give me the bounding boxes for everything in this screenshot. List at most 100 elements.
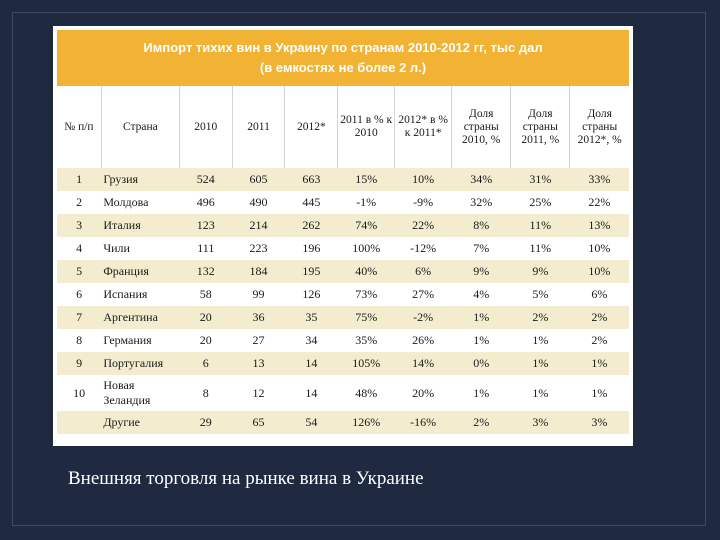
table-cell: 262 (284, 214, 338, 237)
table-cell: 4% (451, 283, 511, 306)
table-cell: 33% (569, 168, 629, 191)
table-cell: 6 (179, 352, 233, 375)
table-cell: 4 (57, 237, 102, 260)
table-cell: 8 (179, 375, 233, 411)
table-cell: 1% (451, 329, 511, 352)
table-cell: 27 (232, 329, 285, 352)
column-header: 2010 (179, 86, 233, 168)
column-header: 2011 (232, 86, 286, 168)
table-cell: 3 (57, 214, 102, 237)
table-cell: 9% (451, 260, 511, 283)
table-cell: 2% (451, 411, 511, 434)
table-cell: 126% (337, 411, 395, 434)
table-cell: 15% (337, 168, 395, 191)
table-cell: 2% (510, 306, 570, 329)
table-cell: 10% (569, 260, 629, 283)
table-cell: 2% (569, 329, 629, 352)
table-cell: 1 (57, 168, 102, 191)
country-cell: Другие (101, 411, 180, 434)
table-cell: 223 (232, 237, 285, 260)
table-cell: 10 (57, 375, 102, 411)
table-cell: 663 (284, 168, 338, 191)
table-cell: 9 (57, 352, 102, 375)
table-cell: 184 (232, 260, 285, 283)
table-cell: 490 (232, 191, 285, 214)
country-cell: Аргентина (101, 306, 180, 329)
table-cell: -9% (394, 191, 452, 214)
table-cell: 0% (451, 352, 511, 375)
table-cell: 100% (337, 237, 395, 260)
table-cell: 1% (569, 352, 629, 375)
table-header-row: № п/п Страна 2010 2011 2012* 2011 в % к 2010 2… (57, 86, 629, 168)
table-cell: 5% (510, 283, 570, 306)
table-cell: 524 (179, 168, 233, 191)
table-row: 3 Италия 123 214 262 74% 22% 8% 11% 13% (57, 214, 629, 237)
country-cell: Испания (101, 283, 180, 306)
table-cell: 196 (284, 237, 338, 260)
country-cell: Грузия (101, 168, 180, 191)
table-cell: 58 (179, 283, 233, 306)
table-cell: 1% (569, 375, 629, 411)
table-cell: 1% (451, 306, 511, 329)
column-header: Доля страны 2012*, % (577, 107, 622, 146)
table-cell: 65 (232, 411, 285, 434)
table-cell: 1% (510, 375, 570, 411)
table-cell: 6 (57, 283, 102, 306)
table-row: 5 Франция 132 184 195 40% 6% 9% 9% 10% (57, 260, 629, 283)
table-title-line2: (в емкостях не более 2 л.) (259, 60, 427, 75)
table-cell: 73% (337, 283, 395, 306)
table-cell: 75% (337, 306, 395, 329)
column-header: Доля страны 2011, % (510, 86, 571, 168)
table-cell: 1% (510, 329, 570, 352)
table-cell: 34 (284, 329, 338, 352)
table-cell: 605 (232, 168, 285, 191)
table-cell: 32% (451, 191, 511, 214)
slide-caption: Внешняя торговля на рынке вина в Украине (68, 468, 424, 489)
table-cell: 11% (510, 214, 570, 237)
country-cell: Чили (101, 237, 180, 260)
country-cell: Франция (101, 260, 180, 283)
table-cell: 40% (337, 260, 395, 283)
table-cell: 99 (232, 283, 285, 306)
table-cell: 20 (179, 329, 233, 352)
table-cell: 26% (394, 329, 452, 352)
table-cell: 11% (510, 237, 570, 260)
table-cell: 123 (179, 214, 233, 237)
table-cell: -16% (394, 411, 452, 434)
table-cell: 14% (394, 352, 452, 375)
table-cell: 14 (284, 375, 338, 411)
table-body: 1 Грузия 524 605 663 15% 10% 34% 31% 33% 2 Молдова 4… (57, 168, 629, 434)
table-title-line1: Импорт тихих вин в Украину по странам 20… (143, 40, 543, 55)
table-cell: 8 (57, 329, 102, 352)
table-cell (57, 411, 102, 434)
country-cell: Новая Зеландия (101, 375, 180, 411)
table-cell: 54 (284, 411, 338, 434)
table-cell: 12 (232, 375, 285, 411)
table-cell: 195 (284, 260, 338, 283)
table-cell: 214 (232, 214, 285, 237)
table-row: 2 Молдова 496 490 445 -1% -9% 32% 25% 22% (57, 191, 629, 214)
table-row: Другие 29 65 54 126% -16% 2% 3% 3% (57, 411, 629, 434)
import-table: № п/п Страна 2010 2011 2012* 2011 в % к 2010 2… (57, 86, 629, 434)
table-cell: 14 (284, 352, 338, 375)
table-cell: 10% (569, 237, 629, 260)
column-header: № п/п (57, 86, 102, 168)
table-cell: 13 (232, 352, 285, 375)
column-header: 2011 в % к 2010 (337, 86, 396, 168)
table-cell: 105% (337, 352, 395, 375)
table-cell: 22% (569, 191, 629, 214)
table-cell: 27% (394, 283, 452, 306)
table-row: 9 Португалия 6 13 14 105% 14% 0% 1% 1% (57, 352, 629, 375)
table-cell: 3% (510, 411, 570, 434)
table-cell: 20% (394, 375, 452, 411)
table-cell: 22% (394, 214, 452, 237)
country-cell: Германия (101, 329, 180, 352)
table-cell: -2% (394, 306, 452, 329)
table-cell: 20 (179, 306, 233, 329)
table-cell: -12% (394, 237, 452, 260)
table-row: 8 Германия 20 27 34 35% 26% 1% 1% 2% (57, 329, 629, 352)
table-cell: 7% (451, 237, 511, 260)
column-header: Страна (101, 86, 180, 168)
table-cell: 36 (232, 306, 285, 329)
table-cell: 1% (451, 375, 511, 411)
